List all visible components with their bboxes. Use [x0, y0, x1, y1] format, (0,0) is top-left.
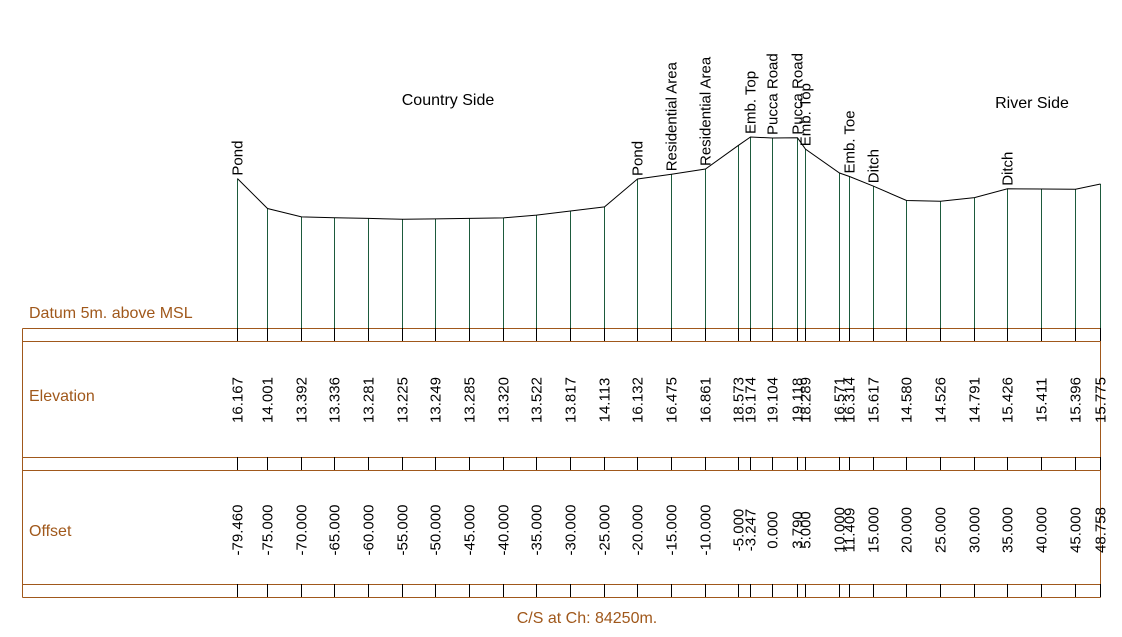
offset-value: -20.000 [630, 505, 647, 556]
offset-value: -30.000 [563, 505, 580, 556]
feature-label: Emb. Toe [842, 110, 859, 173]
elevation-value: 14.001 [260, 377, 277, 423]
offset-value: -75.000 [260, 505, 277, 556]
offset-value: -3.247 [743, 509, 760, 552]
feature-label: Ditch [1000, 152, 1017, 186]
elevation-value: 16.571 [832, 377, 849, 423]
offset-value: -65.000 [327, 505, 344, 556]
elevation-value: 15.411 [1034, 378, 1051, 423]
offset-values: -79.460 -75.000 -70.000 -65.000 -60.000 -55.0… [230, 505, 1110, 556]
elevation-value: 13.522 [529, 377, 546, 423]
feature-label: Pond [630, 141, 647, 176]
feature-label: Residential Area [664, 61, 681, 171]
elevation-value: 19.174 [743, 377, 760, 423]
feature-label: Pucca Road [790, 53, 807, 135]
elevation-row-label: Elevation [29, 388, 95, 405]
elevation-value: 19.118 [790, 378, 807, 423]
region-right-label: River Side [995, 95, 1069, 112]
offset-value: 48.758 [1093, 507, 1110, 553]
elevation-value: 16.861 [698, 377, 715, 423]
feature-label: Pucca Road [765, 53, 782, 135]
offset-value: 3.790 [790, 511, 807, 549]
offset-value: -25.000 [597, 505, 614, 556]
offset-value: 45.000 [1068, 507, 1085, 553]
offset-value: -15.000 [664, 505, 681, 556]
datum-label: Datum 5m. above MSL [29, 305, 193, 322]
elevation-value: 13.225 [395, 377, 412, 423]
elevation-value: 13.392 [294, 377, 311, 423]
band-ticks [237, 328, 1101, 597]
offset-value: -5.000 [731, 509, 748, 552]
elevation-value: 14.526 [933, 377, 950, 423]
feature-label: Residential Area [698, 56, 715, 166]
elevation-value: 13.249 [428, 377, 445, 423]
offset-value: -55.000 [395, 505, 412, 556]
offset-value: -10.000 [698, 505, 715, 556]
offset-value: 40.000 [1034, 507, 1051, 553]
offset-value: -50.000 [428, 505, 445, 556]
offset-value: 10.000 [832, 507, 849, 553]
elevation-value: 15.617 [866, 377, 883, 423]
offset-value: -70.000 [294, 505, 311, 556]
feature-label: Emb. Top [798, 83, 815, 146]
offset-value: 30.000 [967, 507, 984, 553]
feature-label: Pond [230, 141, 247, 176]
elevation-value: 18.289 [798, 377, 815, 423]
elevation-value: 19.104 [765, 377, 782, 423]
elevation-value: 13.285 [462, 377, 479, 423]
elevation-value: 16.314 [842, 377, 859, 423]
offset-value: -79.460 [230, 505, 247, 556]
elevation-value: 13.281 [361, 377, 378, 423]
station-verticals [237, 137, 1101, 341]
region-left-label: Country Side [402, 92, 495, 109]
elevation-values: 16.167 14.001 13.392 13.336 13.281 13.225 13.2… [230, 377, 1110, 423]
ground-profile-line [237, 136, 1101, 220]
elevation-value: 15.396 [1068, 377, 1085, 423]
elevation-value: 14.113 [597, 378, 614, 423]
elevation-value: 13.320 [496, 377, 513, 423]
elevation-value: 13.817 [563, 377, 580, 423]
feature-label: Ditch [866, 149, 883, 183]
elevation-value: 13.336 [327, 377, 344, 423]
offset-value: 0.000 [765, 511, 782, 549]
offset-value: 25.000 [933, 507, 950, 553]
elevation-value: 14.580 [899, 377, 916, 423]
offset-value: 11.409 [842, 508, 859, 553]
elevation-value: 15.775 [1093, 377, 1110, 423]
offset-value: -45.000 [462, 505, 479, 556]
table-frame [22, 328, 1101, 598]
offset-value: -35.000 [529, 505, 546, 556]
offset-value: -40.000 [496, 505, 513, 556]
feature-label: Emb. Top [743, 71, 760, 134]
feature-labels: Pond Pond Residential Area Residential Area… [230, 53, 1017, 186]
offset-value: 35.000 [1000, 507, 1017, 553]
elevation-value: 14.791 [967, 377, 984, 423]
elevation-value: 15.426 [1000, 377, 1017, 423]
elevation-value: 16.475 [664, 377, 681, 423]
elevation-value: 16.132 [630, 377, 647, 423]
offset-value: 20.000 [899, 507, 916, 553]
offset-value: 15.000 [866, 507, 883, 553]
elevation-value: 18.573 [731, 377, 748, 423]
offset-row-label: Offset [29, 523, 72, 540]
offset-value: 5.000 [798, 511, 815, 549]
elevation-value: 16.167 [230, 377, 247, 423]
offset-value: -60.000 [361, 505, 378, 556]
caption: C/S at Ch: 84250m. [517, 610, 658, 627]
